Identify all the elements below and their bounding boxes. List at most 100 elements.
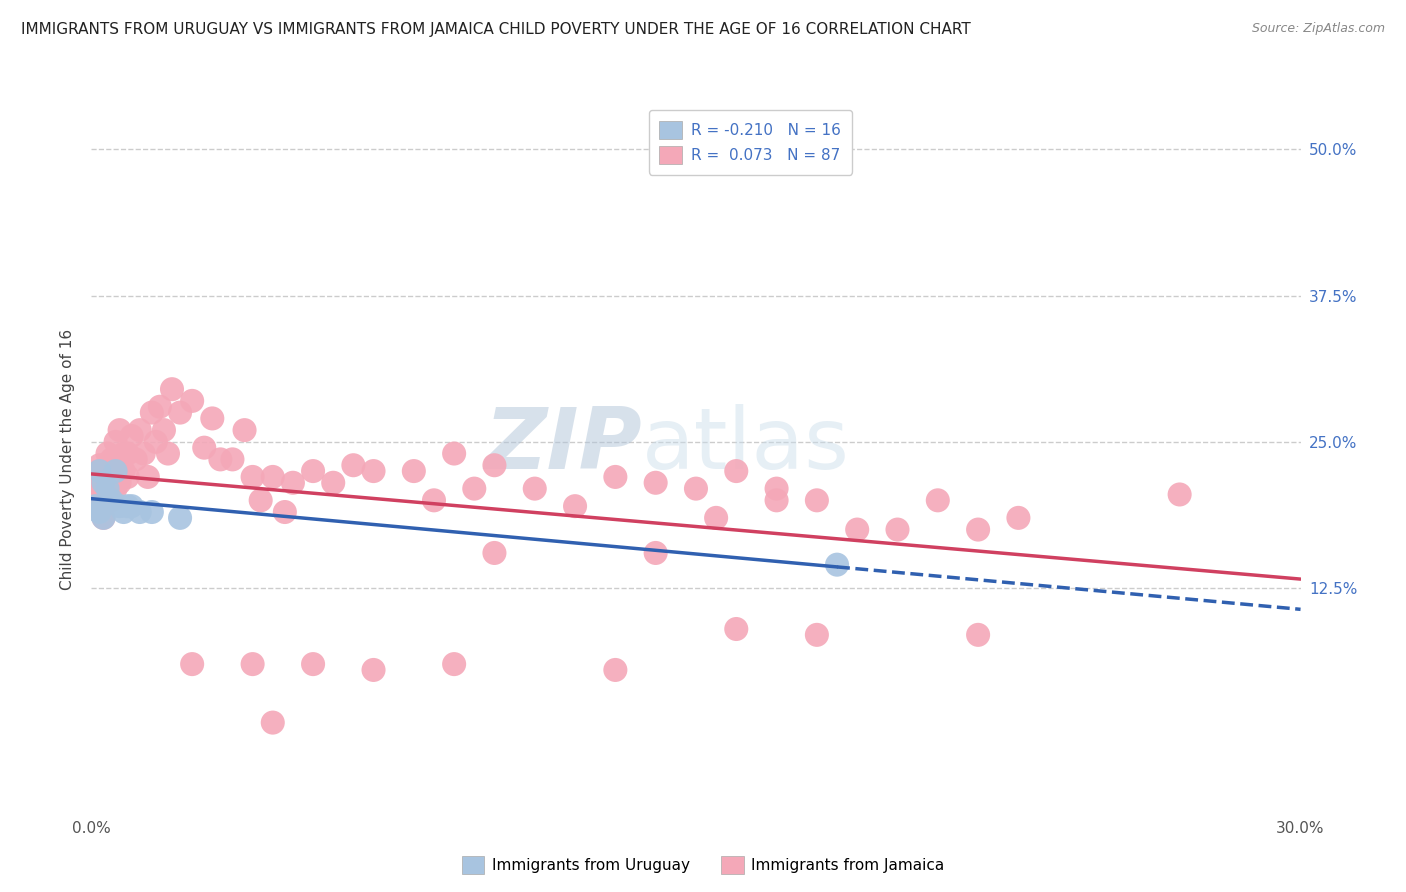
Point	[93, 511, 115, 525]
Point	[342, 458, 364, 473]
Point	[96, 475, 118, 490]
Point	[605, 663, 627, 677]
Point	[128, 505, 150, 519]
Point	[108, 423, 131, 437]
Point	[302, 657, 325, 672]
Point	[725, 464, 748, 478]
Point	[104, 464, 127, 478]
Point	[93, 487, 115, 501]
Point	[100, 493, 122, 508]
Point	[100, 452, 122, 467]
Point	[1007, 511, 1029, 525]
Point	[153, 423, 176, 437]
Point	[108, 452, 131, 467]
Point	[89, 499, 111, 513]
Point	[132, 446, 155, 460]
Point	[765, 493, 787, 508]
Point	[564, 499, 586, 513]
Point	[136, 470, 159, 484]
Point	[104, 482, 127, 496]
Point	[89, 464, 111, 478]
Point	[104, 464, 127, 478]
Point	[181, 657, 204, 672]
Point	[108, 475, 131, 490]
Point	[125, 452, 148, 467]
Point	[93, 464, 115, 478]
Point	[249, 493, 271, 508]
Point	[221, 452, 243, 467]
Point	[112, 446, 135, 460]
Point	[927, 493, 949, 508]
Point	[93, 475, 115, 490]
Point	[644, 475, 666, 490]
Point	[84, 499, 107, 513]
Legend: R = -0.210   N = 16, R =  0.073   N = 87: R = -0.210 N = 16, R = 0.073 N = 87	[648, 111, 852, 175]
Point	[96, 446, 118, 460]
Point	[84, 470, 107, 484]
Point	[262, 715, 284, 730]
Point	[644, 546, 666, 560]
Point	[121, 429, 143, 443]
Point	[96, 493, 118, 508]
Point	[423, 493, 446, 508]
Point	[765, 482, 787, 496]
Point	[156, 446, 179, 460]
Point	[108, 499, 131, 513]
Point	[112, 505, 135, 519]
Point	[128, 423, 150, 437]
Point	[169, 406, 191, 420]
Point	[523, 482, 546, 496]
Point	[93, 511, 115, 525]
Point	[806, 628, 828, 642]
Point	[89, 464, 111, 478]
Text: Source: ZipAtlas.com: Source: ZipAtlas.com	[1251, 22, 1385, 36]
Point	[89, 458, 111, 473]
Point	[145, 434, 167, 449]
Point	[262, 470, 284, 484]
Text: ZIP: ZIP	[484, 403, 641, 487]
Point	[685, 482, 707, 496]
Point	[141, 406, 163, 420]
Point	[846, 523, 869, 537]
Point	[89, 505, 111, 519]
Point	[704, 511, 727, 525]
Point	[886, 523, 908, 537]
Text: atlas: atlas	[641, 403, 849, 487]
Point	[463, 482, 485, 496]
Point	[201, 411, 224, 425]
Point	[193, 441, 215, 455]
Point	[117, 470, 139, 484]
Point	[160, 382, 183, 396]
Point	[117, 499, 139, 513]
Point	[233, 423, 256, 437]
Point	[967, 523, 990, 537]
Point	[443, 657, 465, 672]
Y-axis label: Child Poverty Under the Age of 16: Child Poverty Under the Age of 16	[60, 329, 76, 590]
Point	[402, 464, 425, 478]
Point	[93, 475, 115, 490]
Point	[181, 393, 204, 408]
Point	[209, 452, 232, 467]
Text: IMMIGRANTS FROM URUGUAY VS IMMIGRANTS FROM JAMAICA CHILD POVERTY UNDER THE AGE O: IMMIGRANTS FROM URUGUAY VS IMMIGRANTS FR…	[21, 22, 970, 37]
Point	[242, 657, 264, 672]
Point	[302, 464, 325, 478]
Point	[274, 505, 297, 519]
Point	[104, 434, 127, 449]
Point	[117, 446, 139, 460]
Point	[806, 493, 828, 508]
Legend: Immigrants from Uruguay, Immigrants from Jamaica: Immigrants from Uruguay, Immigrants from…	[456, 850, 950, 880]
Point	[484, 546, 506, 560]
Point	[100, 493, 122, 508]
Point	[84, 499, 107, 513]
Point	[281, 475, 304, 490]
Point	[725, 622, 748, 636]
Point	[322, 475, 344, 490]
Point	[84, 475, 107, 490]
Point	[363, 464, 385, 478]
Point	[605, 470, 627, 484]
Point	[363, 663, 385, 677]
Point	[825, 558, 848, 572]
Point	[141, 505, 163, 519]
Point	[149, 400, 172, 414]
Point	[1168, 487, 1191, 501]
